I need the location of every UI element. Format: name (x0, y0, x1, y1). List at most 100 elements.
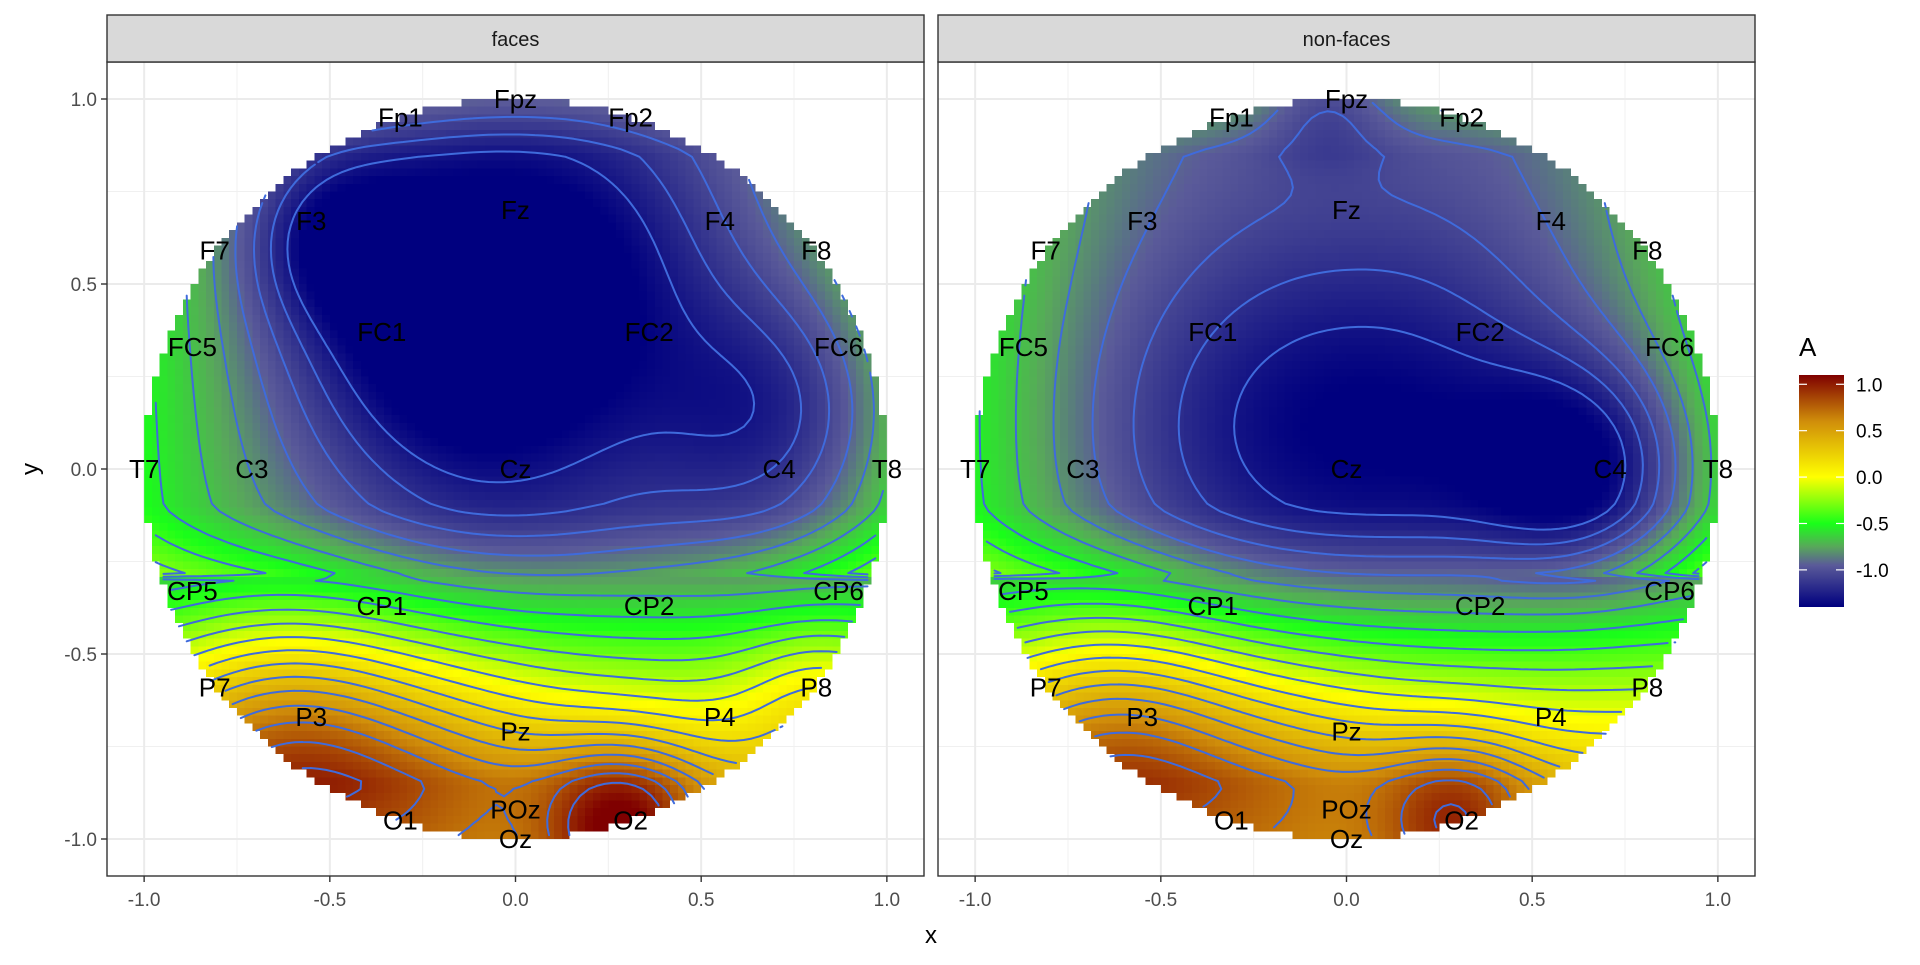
electrode-label: POz (490, 794, 541, 824)
x-tick-label: 1.0 (874, 890, 900, 911)
x-tick-label: 0.0 (1333, 890, 1359, 911)
electrode-label: FC5 (999, 332, 1048, 362)
electrode-label: POz (1321, 794, 1372, 824)
legend-tick-label: -0.5 (1856, 514, 1889, 535)
x-tick-label: -1.0 (959, 890, 992, 911)
contour-line (301, 767, 660, 837)
y-axis-title: y (17, 463, 44, 475)
electrode-label: Fz (501, 195, 530, 225)
x-tick-label: 0.0 (502, 890, 528, 911)
strip-background (106, 14, 925, 63)
contour-line (224, 675, 737, 764)
x-axis-ticks: -1.0 -0.5 0.0 0.5 1.0 (959, 876, 1731, 911)
electrode-label: F7 (1031, 236, 1061, 266)
electrode-label: CP6 (813, 576, 864, 606)
contour-line (1233, 325, 1627, 531)
contour-line (185, 622, 838, 682)
contour-line (1014, 279, 1713, 616)
contour-line (1433, 803, 1468, 829)
electrode-label: CP2 (1455, 591, 1506, 621)
electrode-label: FC2 (625, 317, 674, 347)
panel-faces: Fp1 Fpz Fp2 F7 F3 Fz F4 F8 FC5 FC1 FC2 FC6 T7 C3 Cz C4 T… (64, 14, 925, 911)
contour-line (1047, 669, 1584, 754)
electrode-label: F3 (1127, 206, 1157, 236)
legend-colorbar (1799, 375, 1844, 607)
contour-line (1055, 683, 1561, 768)
contour-lines (978, 101, 1713, 837)
x-tick-label: -0.5 (313, 890, 346, 911)
x-tick-label: 0.5 (1519, 890, 1545, 911)
electrode-label: T7 (960, 454, 990, 484)
electrode-label: P4 (1535, 702, 1567, 732)
electrode-label: FC1 (357, 317, 406, 347)
electrode-label: Fpz (494, 84, 537, 114)
electrode-label: P7 (199, 672, 231, 702)
electrode-label: O1 (383, 806, 418, 836)
contour-line (1078, 713, 1530, 790)
electrode-label: Oz (1330, 824, 1363, 854)
panel-non-faces: Fp1 Fpz Fp2 F7 F3 Fz F4 F8 FC5 FC1 FC2 FC6 T7 C3 Cz C4 T… (937, 14, 1756, 911)
electrode-label: Fp2 (608, 103, 653, 133)
x-axis-title: x (925, 922, 937, 949)
contour-line (1091, 101, 1677, 585)
electrode-label: CP1 (1188, 591, 1239, 621)
electrode-label: CP5 (167, 576, 218, 606)
contour-line (154, 561, 846, 662)
electrode-label: F3 (296, 206, 326, 236)
electrode-label: Pz (500, 717, 530, 747)
y-tick-label: 1.0 (71, 90, 97, 111)
electrode-label: O2 (1444, 806, 1479, 836)
contour-line (1039, 656, 1607, 735)
electrode-label: Cz (1331, 454, 1363, 484)
contour-line (269, 133, 803, 517)
contour-line (1052, 109, 1694, 600)
contour-line (985, 540, 1708, 652)
legend-tick-label: 0.0 (1856, 468, 1882, 489)
electrode-label: F8 (801, 236, 831, 266)
electrode-label: C3 (1066, 454, 1099, 484)
electrode-label: T8 (872, 454, 902, 484)
contour-line (253, 115, 831, 538)
electrode-label: F7 (200, 236, 230, 266)
contour-line (1026, 643, 1623, 713)
x-tick-label: 0.5 (688, 890, 714, 911)
contour-line (978, 410, 1708, 633)
electrode-label: Fpz (1325, 84, 1368, 114)
electrode-label: F8 (1632, 236, 1662, 266)
electrode-label: Fp1 (378, 103, 423, 133)
electrode-label: C3 (235, 454, 268, 484)
contour-line (212, 256, 875, 577)
x-tick-label: 1.0 (1705, 890, 1731, 911)
contour-line (1132, 110, 1661, 560)
electrode-labels: Fp1 Fpz Fp2 F7 F3 Fz F4 F8 FC5 FC1 FC2 FC6 T7 C3 Cz C4 T… (960, 84, 1733, 854)
x-tick-label: -1.0 (128, 890, 161, 911)
legend-title: A (1799, 332, 1817, 362)
electrode-label: CP1 (357, 591, 408, 621)
electrode-label: Pz (1331, 717, 1361, 747)
legend-tick-label: 1.0 (1856, 375, 1882, 396)
electrode-label: FC6 (814, 332, 863, 362)
y-tick-label: -0.5 (64, 645, 97, 666)
electrode-label: P4 (704, 702, 736, 732)
color-legend: A 1.0 0.5 0.0 -0.5 -1.0 (1799, 332, 1889, 607)
electrode-label: Fp1 (1209, 103, 1254, 133)
y-axis-ticks: 1.0 0.5 0.0 -0.5 -1.0 (64, 90, 107, 851)
y-tick-label: 0.0 (71, 460, 97, 481)
contour-line (185, 294, 884, 597)
contour-line (154, 534, 877, 640)
x-tick-label: -0.5 (1144, 890, 1177, 911)
electrode-label: FC6 (1645, 332, 1694, 362)
electrode-label: P8 (800, 672, 832, 702)
electrode-label: P3 (295, 702, 327, 732)
y-tick-label: 0.5 (71, 275, 97, 296)
contour-line (239, 704, 705, 790)
electrode-label: CP5 (998, 576, 1049, 606)
legend-tick-label: 0.5 (1856, 422, 1882, 443)
electrode-label: T8 (1703, 454, 1733, 484)
electrode-label: CP2 (624, 591, 675, 621)
electrode-label: FC5 (168, 332, 217, 362)
contour-line (1094, 731, 1511, 837)
electrode-label: FC1 (1188, 317, 1237, 347)
